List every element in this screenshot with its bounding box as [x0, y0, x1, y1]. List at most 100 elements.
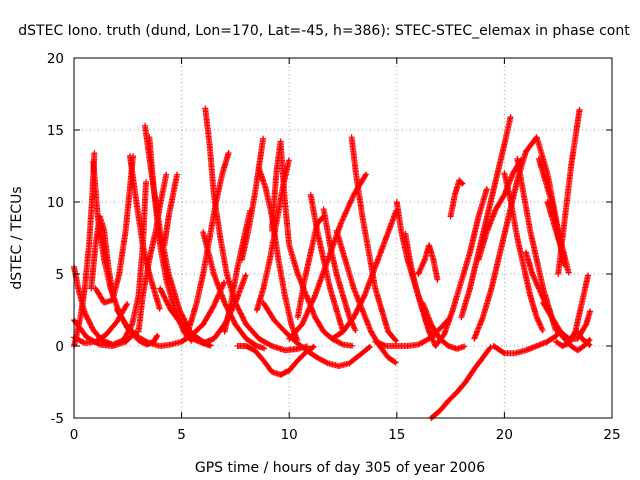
data-point [536, 136, 538, 138]
data-point [269, 259, 271, 261]
data-point [536, 259, 538, 261]
data-point [516, 179, 518, 181]
data-point [447, 345, 450, 347]
data-point [387, 331, 389, 333]
data-point [277, 259, 280, 261]
data-point [396, 362, 398, 364]
series-7 [88, 213, 116, 298]
data-point [329, 244, 331, 246]
data-point [170, 343, 172, 346]
data-point [163, 244, 165, 246]
data-point [284, 295, 286, 297]
data-point [570, 165, 572, 167]
data-point [568, 342, 570, 344]
data-point [307, 345, 310, 347]
data-point [559, 331, 561, 333]
data-point [305, 295, 308, 297]
data-point [396, 201, 398, 203]
data-point [148, 342, 150, 344]
data-point [353, 194, 355, 196]
data-point [460, 280, 462, 282]
data-point [516, 158, 518, 160]
data-point [176, 172, 178, 174]
data-point [262, 302, 264, 304]
data-point [589, 338, 592, 340]
data-point [314, 295, 316, 297]
data-point [247, 230, 249, 232]
data-point [385, 237, 387, 239]
data-point [439, 328, 441, 330]
data-point [585, 341, 587, 343]
data-point [490, 287, 493, 289]
data-point [503, 172, 505, 174]
data-point [538, 287, 540, 289]
ticks [73, 57, 613, 419]
data-point [514, 352, 516, 354]
y-axis-label: dSTEC / TECUs [9, 186, 25, 289]
data-point [465, 345, 467, 347]
data-point [174, 309, 176, 311]
data-point [288, 369, 290, 372]
data-point [503, 143, 505, 145]
data-point [566, 201, 568, 203]
data-point [564, 259, 566, 261]
data-point [568, 338, 570, 340]
data-point [335, 309, 338, 311]
series-10 [127, 152, 163, 312]
data-point [284, 349, 286, 351]
data-point [574, 136, 577, 138]
data-point [202, 323, 204, 325]
data-point [387, 356, 389, 359]
data-point [523, 194, 525, 196]
data-point [168, 215, 170, 217]
data-point [551, 316, 553, 318]
data-point [191, 338, 193, 340]
data-point [224, 280, 226, 282]
data-point [525, 251, 527, 253]
data-point [338, 365, 340, 367]
data-point [542, 172, 544, 174]
data-point [262, 287, 264, 289]
data-point [84, 312, 86, 314]
data-point [94, 287, 97, 289]
data-point [181, 323, 183, 325]
data-point [262, 359, 264, 361]
data-point [477, 215, 480, 217]
data-point [185, 338, 187, 340]
data-point [486, 230, 488, 232]
data-point [137, 336, 140, 338]
data-point [385, 345, 387, 347]
data-point [576, 349, 579, 351]
data-point [576, 331, 579, 333]
data-point [456, 391, 458, 393]
data-point [473, 368, 475, 370]
series-21 [234, 343, 317, 378]
data-point [316, 223, 318, 225]
data-point [230, 302, 232, 304]
data-point [370, 345, 372, 347]
data-point [271, 371, 273, 373]
data-point [396, 345, 398, 347]
data-point [295, 341, 297, 343]
data-point [301, 323, 303, 325]
data-point [125, 341, 127, 343]
series-45 [490, 332, 560, 357]
data-point [462, 184, 465, 186]
data-point [542, 287, 544, 289]
data-point [159, 287, 161, 289]
data-point [125, 230, 127, 232]
data-point [503, 194, 505, 196]
data-point [422, 302, 424, 304]
data-point [155, 230, 157, 232]
data-point [262, 136, 264, 138]
data-point [348, 362, 351, 364]
data-point [204, 107, 206, 109]
x-tick-label: 15 [388, 427, 405, 443]
data-point [327, 362, 329, 364]
data-point [512, 172, 514, 174]
series-37 [415, 242, 441, 283]
data-point [258, 168, 260, 170]
data-point [525, 349, 527, 351]
data-point [503, 352, 505, 354]
data-point [465, 381, 467, 383]
